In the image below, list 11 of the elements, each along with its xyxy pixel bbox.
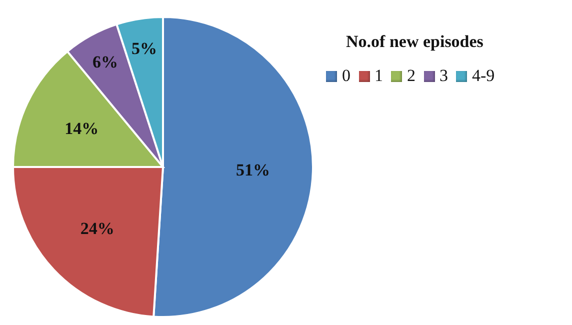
data-label: 14% — [64, 119, 99, 138]
legend-title: No.of new episodes — [345, 32, 484, 52]
legend-label: 3 — [440, 66, 448, 86]
data-label: 5% — [131, 38, 157, 58]
data-label: 6% — [92, 52, 118, 72]
data-label: 51% — [236, 160, 270, 180]
legend-label: 0 — [342, 66, 350, 86]
data-label: 24% — [80, 219, 114, 238]
legend-label: 4-9 — [472, 66, 495, 86]
legend-label: 1 — [374, 66, 383, 86]
legend-label: 2 — [407, 66, 416, 86]
